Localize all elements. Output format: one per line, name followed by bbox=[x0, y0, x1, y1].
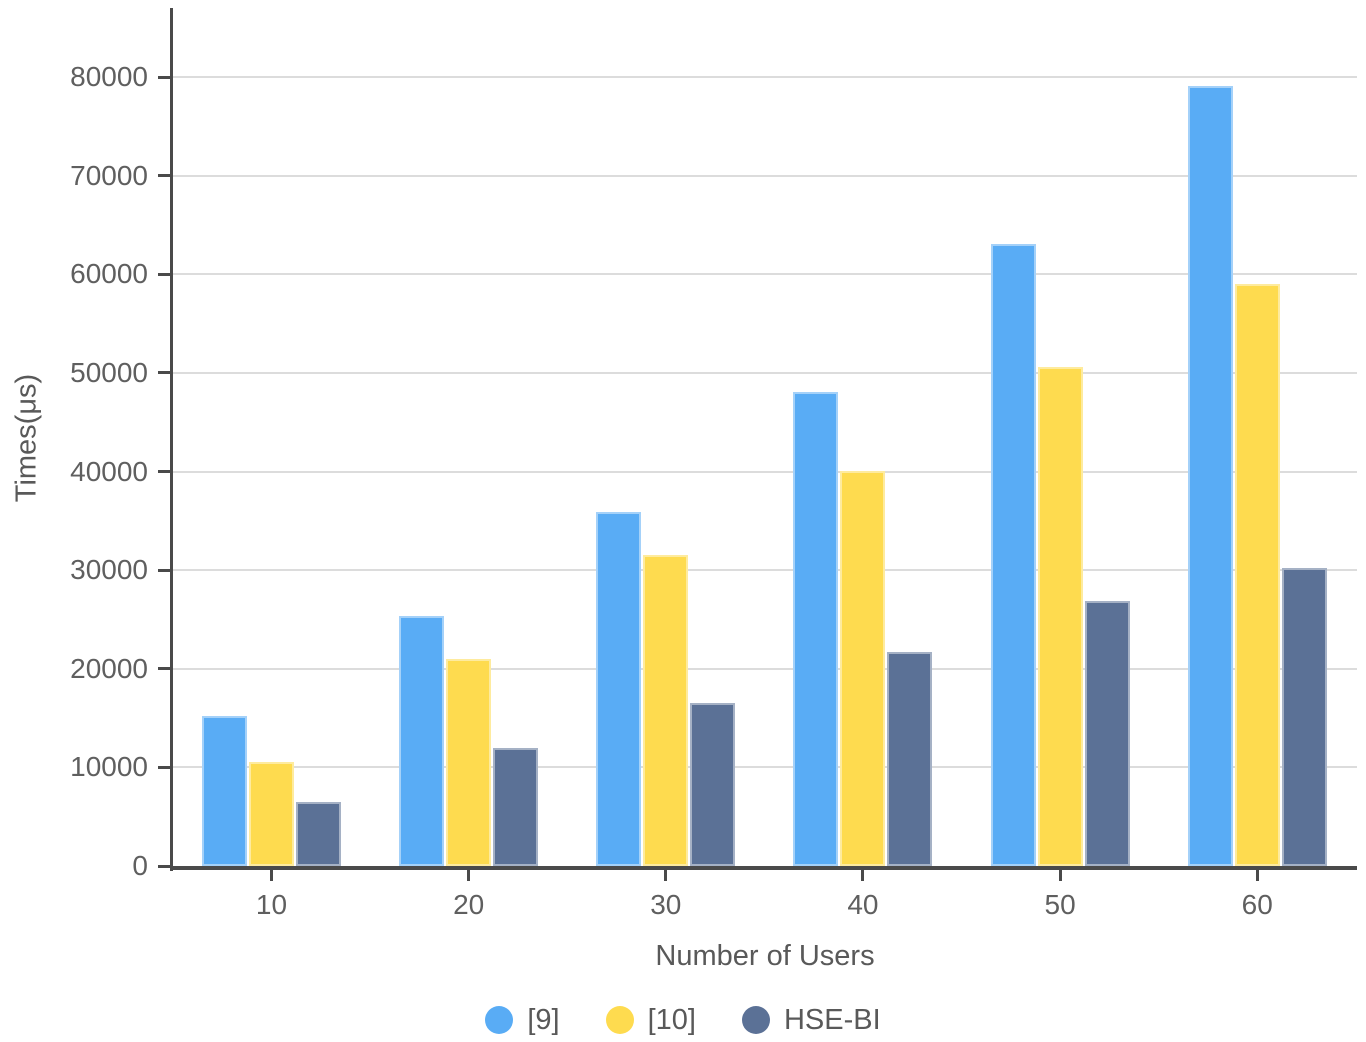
y-tickmark bbox=[158, 75, 170, 79]
y-tickmark bbox=[158, 272, 170, 276]
y-tick-label: 40000 bbox=[70, 455, 148, 487]
bar-[9]-x10 bbox=[202, 716, 247, 866]
y-tickmark bbox=[158, 568, 170, 572]
bar-[9]-x20 bbox=[399, 615, 445, 866]
x-tickmark bbox=[1255, 869, 1259, 881]
x-tickmark bbox=[467, 869, 471, 881]
y-tickmark bbox=[158, 765, 170, 769]
y-tick-label: 50000 bbox=[70, 356, 148, 388]
bar-[9]-x50 bbox=[990, 243, 1036, 866]
bar-HSE-BI-x60 bbox=[1281, 568, 1327, 866]
y-gridline bbox=[173, 76, 1357, 79]
y-gridline bbox=[173, 766, 1357, 769]
bar-HSE-BI-x10 bbox=[296, 801, 341, 866]
bar-[10]-x60 bbox=[1234, 284, 1280, 866]
legend-label: [9] bbox=[527, 1004, 560, 1036]
bar-[10]-x50 bbox=[1037, 366, 1083, 866]
bar-[9]-x40 bbox=[793, 391, 839, 866]
legend-dot-icon bbox=[485, 1006, 514, 1034]
legend-item-[10]: [10] bbox=[605, 1004, 696, 1036]
legend-label: HSE-BI bbox=[783, 1004, 881, 1036]
legend: [9] [10] HSE-BI bbox=[0, 1000, 1366, 1040]
bar-HSE-BI-x50 bbox=[1084, 600, 1130, 866]
x-tick-label: 50 bbox=[1044, 889, 1076, 920]
legend-item-HSE-BI: HSE-BI bbox=[741, 1004, 881, 1036]
x-tickmark bbox=[1058, 869, 1062, 881]
y-tick-label: 30000 bbox=[70, 554, 148, 586]
y-tick-label: 80000 bbox=[70, 61, 148, 93]
y-tick-label: 10000 bbox=[70, 751, 148, 783]
x-tickmark bbox=[270, 869, 273, 881]
y-tickmark bbox=[158, 864, 170, 868]
y-tickmark bbox=[158, 371, 170, 375]
bar-[9]-x60 bbox=[1187, 85, 1233, 866]
bar-[10]-x30 bbox=[643, 555, 689, 866]
x-tick-label: 40 bbox=[847, 889, 879, 920]
bar-HSE-BI-x40 bbox=[887, 651, 933, 866]
bar-HSE-BI-x30 bbox=[690, 703, 736, 866]
y-gridline bbox=[173, 174, 1357, 177]
bar-[10]-x10 bbox=[249, 762, 294, 866]
y-tick-label: 60000 bbox=[70, 258, 148, 290]
legend-dot-icon bbox=[741, 1006, 770, 1034]
legend-dot-icon bbox=[605, 1006, 634, 1034]
y-tickmark bbox=[158, 174, 170, 178]
y-gridline bbox=[173, 569, 1357, 572]
x-tick-label: 30 bbox=[650, 889, 682, 920]
bar-[10]-x20 bbox=[446, 658, 492, 866]
y-gridline bbox=[173, 371, 1357, 374]
bar-[9]-x30 bbox=[596, 511, 642, 866]
y-gridline bbox=[173, 470, 1357, 473]
x-axis-title: Number of Users bbox=[655, 940, 875, 972]
x-tickmark bbox=[664, 869, 668, 881]
x-tick-label: 10 bbox=[255, 889, 288, 920]
y-tick-label: 0 bbox=[132, 850, 148, 881]
y-gridline bbox=[173, 667, 1357, 670]
bar-HSE-BI-x20 bbox=[493, 747, 539, 866]
x-tick-label: 20 bbox=[453, 889, 485, 920]
y-axis-line bbox=[170, 8, 173, 871]
y-tickmark bbox=[158, 470, 170, 474]
bar-[10]-x40 bbox=[840, 470, 886, 866]
y-tickmark bbox=[158, 667, 170, 671]
x-axis-line bbox=[170, 866, 1357, 870]
x-tick-label: 60 bbox=[1241, 889, 1273, 920]
y-tick-label: 70000 bbox=[70, 159, 148, 191]
y-axis-title: Times(μs) bbox=[10, 373, 43, 503]
x-tickmark bbox=[861, 869, 865, 881]
y-gridline bbox=[173, 273, 1357, 276]
legend-item-[9]: [9] bbox=[485, 1004, 560, 1036]
legend-label: [10] bbox=[647, 1004, 696, 1036]
y-tick-label: 20000 bbox=[70, 652, 148, 684]
